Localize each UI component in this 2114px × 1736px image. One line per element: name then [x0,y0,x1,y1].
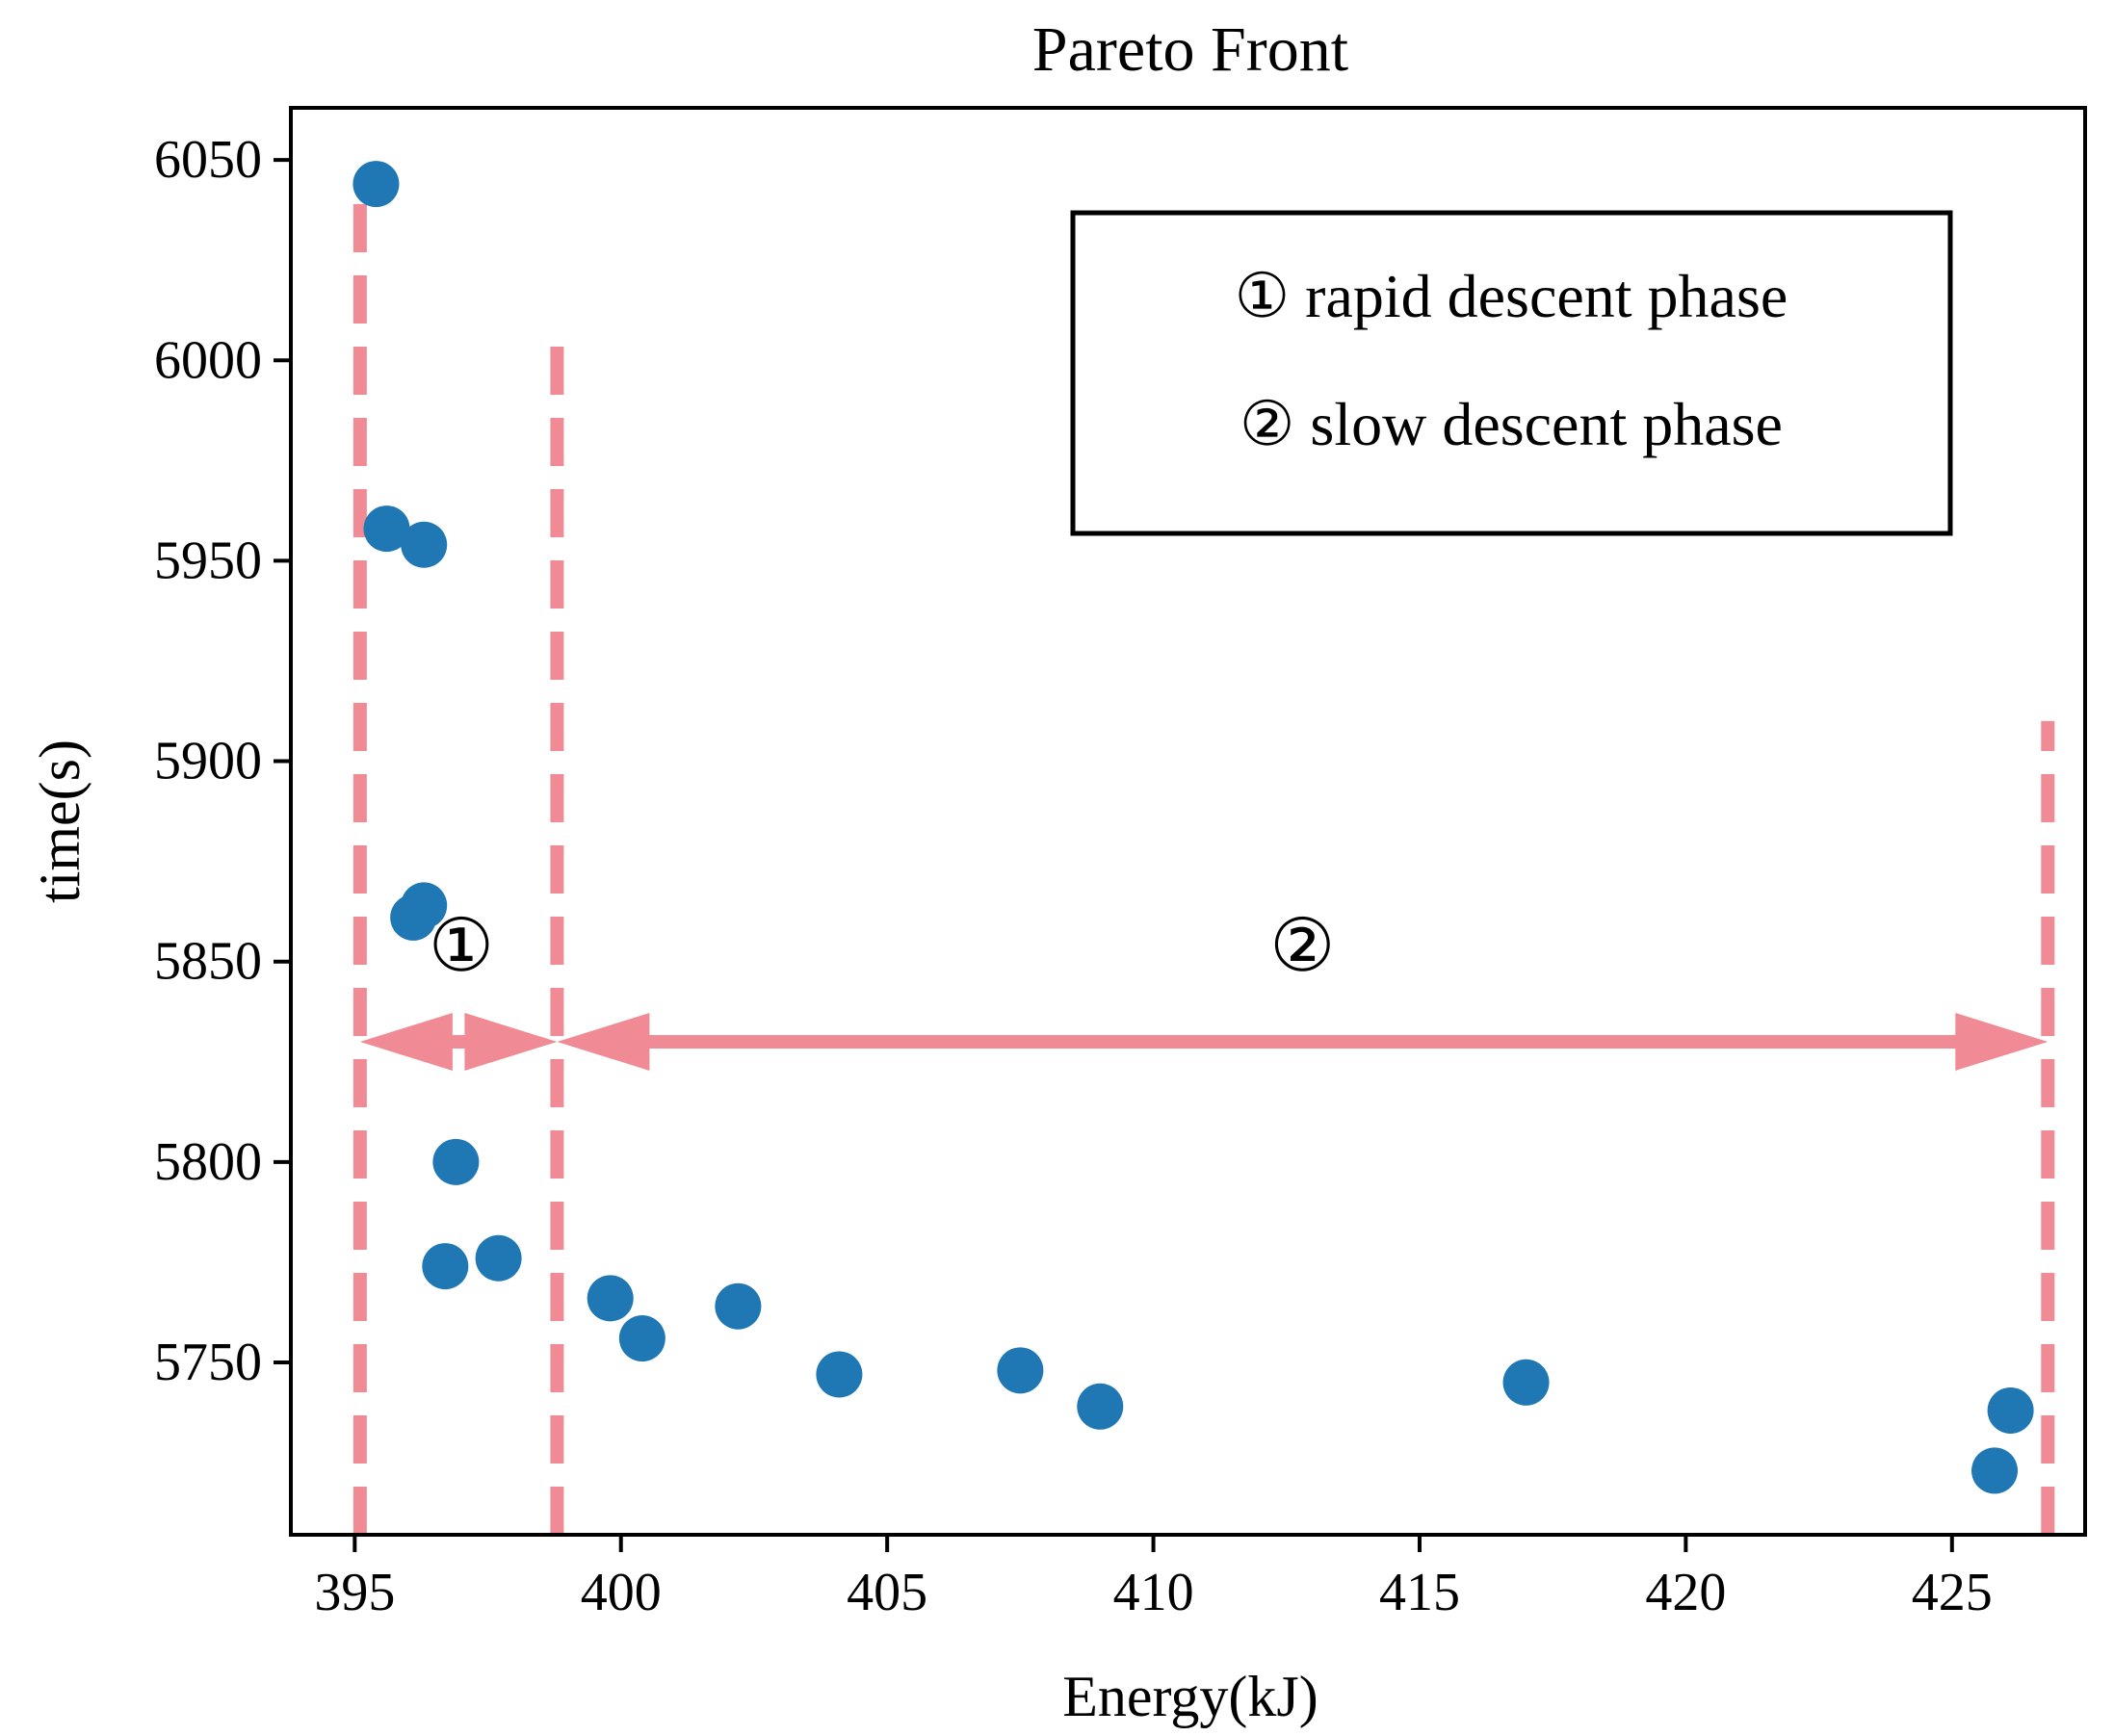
chart-title: Pareto Front [1032,14,1348,85]
data-point-6 [422,1243,469,1290]
x-tick-label: 410 [1113,1563,1194,1622]
phase-arrow-head-right [464,1012,558,1071]
x-tick-label: 405 [847,1563,927,1622]
data-point-12 [997,1347,1044,1394]
x-tick-label: 400 [581,1563,662,1622]
y-axis-title: time(s) [28,739,91,903]
x-tick-label: 425 [1912,1563,1993,1622]
data-point-4 [401,882,448,929]
y-tick-label: 5750 [154,1333,262,1392]
data-point-7 [475,1234,522,1282]
data-point-10 [715,1283,762,1330]
data-point-1 [363,505,410,553]
x-axis: 395 400 405 410 415 420 425 [314,1535,1993,1622]
y-tick-label: 5850 [154,932,262,992]
x-axis-title: Energy(kJ) [1062,1665,1318,1728]
data-point-15 [1987,1386,2034,1434]
x-tick-label: 395 [314,1563,395,1622]
phase-arrow-head-left [557,1012,650,1071]
y-tick-label: 5900 [154,732,262,791]
data-point-16 [1971,1447,2019,1494]
y-tick-label: 6050 [154,130,262,190]
data-point-5 [432,1138,480,1185]
phase-arrow-0 [359,1012,558,1071]
legend-frame [1070,210,1953,536]
plot-frame [289,106,2087,1537]
phase-arrow-head-right [1955,1012,2049,1071]
data-point-13 [1077,1383,1124,1430]
y-tick-label: 5800 [154,1132,262,1192]
y-tick-label: 5950 [154,531,262,590]
y-tick-label: 6000 [154,330,262,390]
legend-entry-slow: ② slow descent phase [1240,390,1783,458]
x-tick-label: 415 [1379,1563,1460,1622]
phase-arrow-head-left [359,1012,453,1071]
data-point-11 [816,1351,863,1398]
legend-box: ① rapid descent phase ② slow descent pha… [1070,210,1953,536]
data-point-8 [587,1275,634,1322]
phase-label-2: ② [1269,906,1335,987]
phase-arrow-1 [557,1012,2049,1071]
y-axis: 5750 5800 5850 5900 5950 6000 6050 [154,130,291,1392]
data-point-14 [1502,1359,1550,1406]
data-point-2 [401,521,448,568]
x-tick-label: 420 [1645,1563,1726,1622]
legend-entry-rapid: ① rapid descent phase [1235,262,1788,330]
data-point-0 [352,161,400,208]
data-point-9 [618,1315,666,1362]
